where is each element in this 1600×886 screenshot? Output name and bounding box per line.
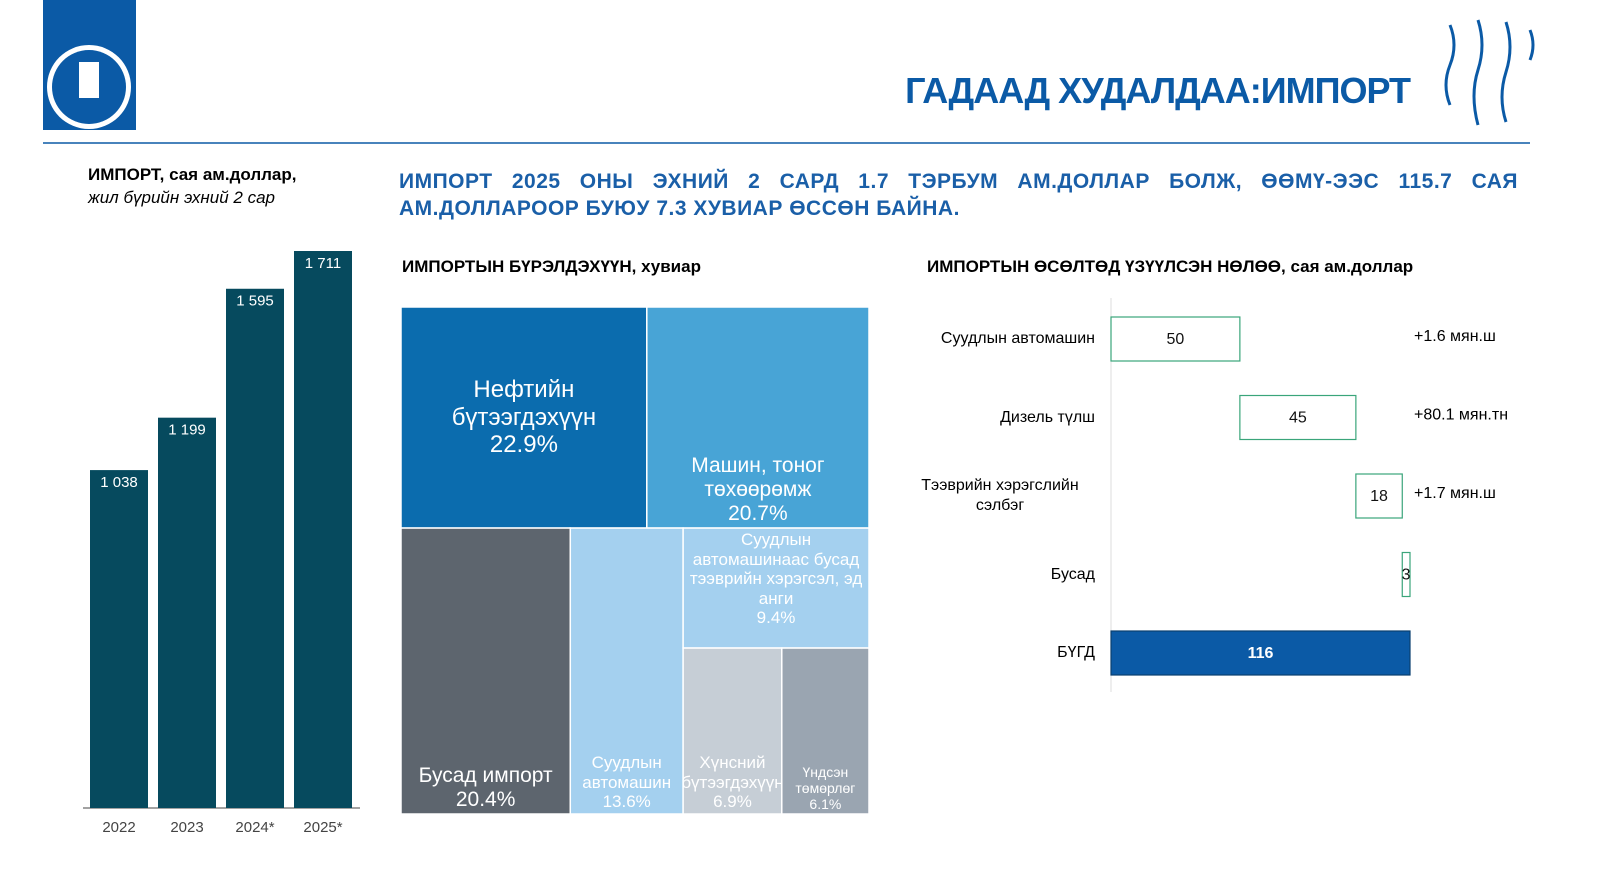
annotation: +1.7 мян.ш bbox=[1414, 485, 1496, 502]
cell-name: Суудлын автомашин bbox=[582, 753, 672, 792]
treemap-cell bbox=[682, 647, 783, 815]
cell-label: Суудлын автомашин 13.6% bbox=[570, 528, 683, 814]
cell-value: 6.9% bbox=[713, 792, 752, 812]
value-label: 3 bbox=[1402, 567, 1411, 584]
value-label: 1 595 bbox=[236, 293, 274, 310]
script-decoration bbox=[1444, 19, 1535, 126]
cell-label: Бусад импорт 20.4% bbox=[401, 528, 570, 814]
treemap-cell bbox=[400, 527, 572, 815]
bar bbox=[1401, 551, 1411, 598]
treemap-cell bbox=[646, 306, 870, 529]
category-label: Бусад bbox=[1050, 565, 1095, 583]
treemap-cell bbox=[781, 647, 870, 815]
chart-title: ИМПОРТ, сая ам.доллар, bbox=[88, 165, 297, 184]
cell-value: 13.6% bbox=[602, 792, 651, 812]
chart-title: ИМПОРТЫН БҮРЭЛДЭХҮҮН, хувиар bbox=[402, 257, 701, 276]
x-tick-label: 2022 bbox=[102, 819, 135, 836]
value-label: 45 bbox=[1289, 410, 1307, 427]
bar bbox=[226, 288, 284, 809]
cell-name: Бусад импорт bbox=[418, 763, 553, 787]
cell-name: Суудлын автомашинаас бусад тээврийн хэрэ… bbox=[689, 530, 863, 608]
category-label: БҮГД bbox=[1057, 644, 1095, 661]
value-label: 50 bbox=[1167, 331, 1185, 348]
value-label: 1 711 bbox=[305, 255, 341, 272]
cell-label: Нефтийн бүтээгдэхүүн 22.9% bbox=[401, 307, 647, 528]
cell-label: Машин, тоног төхөөрөмж 20.7% bbox=[647, 307, 869, 528]
annotation: +80.1 мян.тн bbox=[1414, 407, 1508, 424]
logo bbox=[79, 62, 99, 98]
cell-value: 6.1% bbox=[809, 795, 842, 812]
cell-label: Хүнсний бүтээгдэхүүн 6.9% bbox=[683, 648, 782, 814]
x-tick-label: 2024* bbox=[235, 819, 274, 836]
cell-label: Үндсэн төмөрлөг 6.1% bbox=[782, 648, 869, 814]
category-label: Тээврийн хэрэгслийн сэлбэг bbox=[921, 477, 1079, 514]
category-label: Суудлын автомашин bbox=[940, 330, 1095, 347]
cell-value: 20.4% bbox=[455, 787, 516, 811]
cell-name: Нефтийн бүтээгдэхүүн bbox=[451, 376, 597, 431]
bar bbox=[1110, 316, 1241, 362]
bar bbox=[294, 251, 352, 808]
cell-name: Машин, тоног төхөөрөмж bbox=[691, 453, 825, 501]
treemap-cell bbox=[400, 306, 648, 529]
cell-name: Үндсэн төмөрлөг bbox=[795, 763, 856, 796]
cell-label: Суудлын автомашинаас бусад тээврийн хэрэ… bbox=[683, 528, 869, 648]
cell-value: 20.7% bbox=[728, 501, 788, 525]
chart-title: ИМПОРТЫН ӨСӨЛТӨД ҮЗҮҮЛСЭН НӨЛӨӨ, сая ам.… bbox=[927, 257, 1414, 276]
value-label: 1 038 bbox=[100, 474, 138, 491]
bar bbox=[90, 470, 148, 808]
bar bbox=[1355, 473, 1403, 519]
category-label: Дизель түлш bbox=[1000, 408, 1095, 426]
cell-name: Хүнсний бүтээгдэхүүн bbox=[683, 753, 782, 792]
annotation: +1.6 мян.ш bbox=[1414, 328, 1496, 345]
treemap-cell bbox=[569, 527, 684, 815]
value-label: 18 bbox=[1370, 488, 1388, 505]
x-tick-label: 2023 bbox=[170, 819, 203, 836]
chart-subtitle: жил бүрийн эхний 2 сар bbox=[88, 188, 276, 207]
headline: ИМПОРТ 2025 ОНЫ ЭХНИЙ 2 САРД 1.7 ТЭРБУМ … bbox=[399, 170, 1518, 220]
x-tick-label: 2025* bbox=[303, 819, 342, 836]
bar bbox=[1239, 394, 1357, 441]
total-bar bbox=[1110, 630, 1411, 676]
treemap-cell bbox=[682, 527, 870, 649]
bar bbox=[158, 417, 216, 808]
value-label: 116 bbox=[1248, 645, 1274, 662]
cell-value: 9.4% bbox=[756, 608, 796, 628]
cell-value: 22.9% bbox=[489, 431, 558, 459]
page-title: ГАДААД ХУДАЛДАА:ИМПОРТ bbox=[905, 70, 1411, 111]
value-label: 1 199 bbox=[168, 422, 206, 439]
